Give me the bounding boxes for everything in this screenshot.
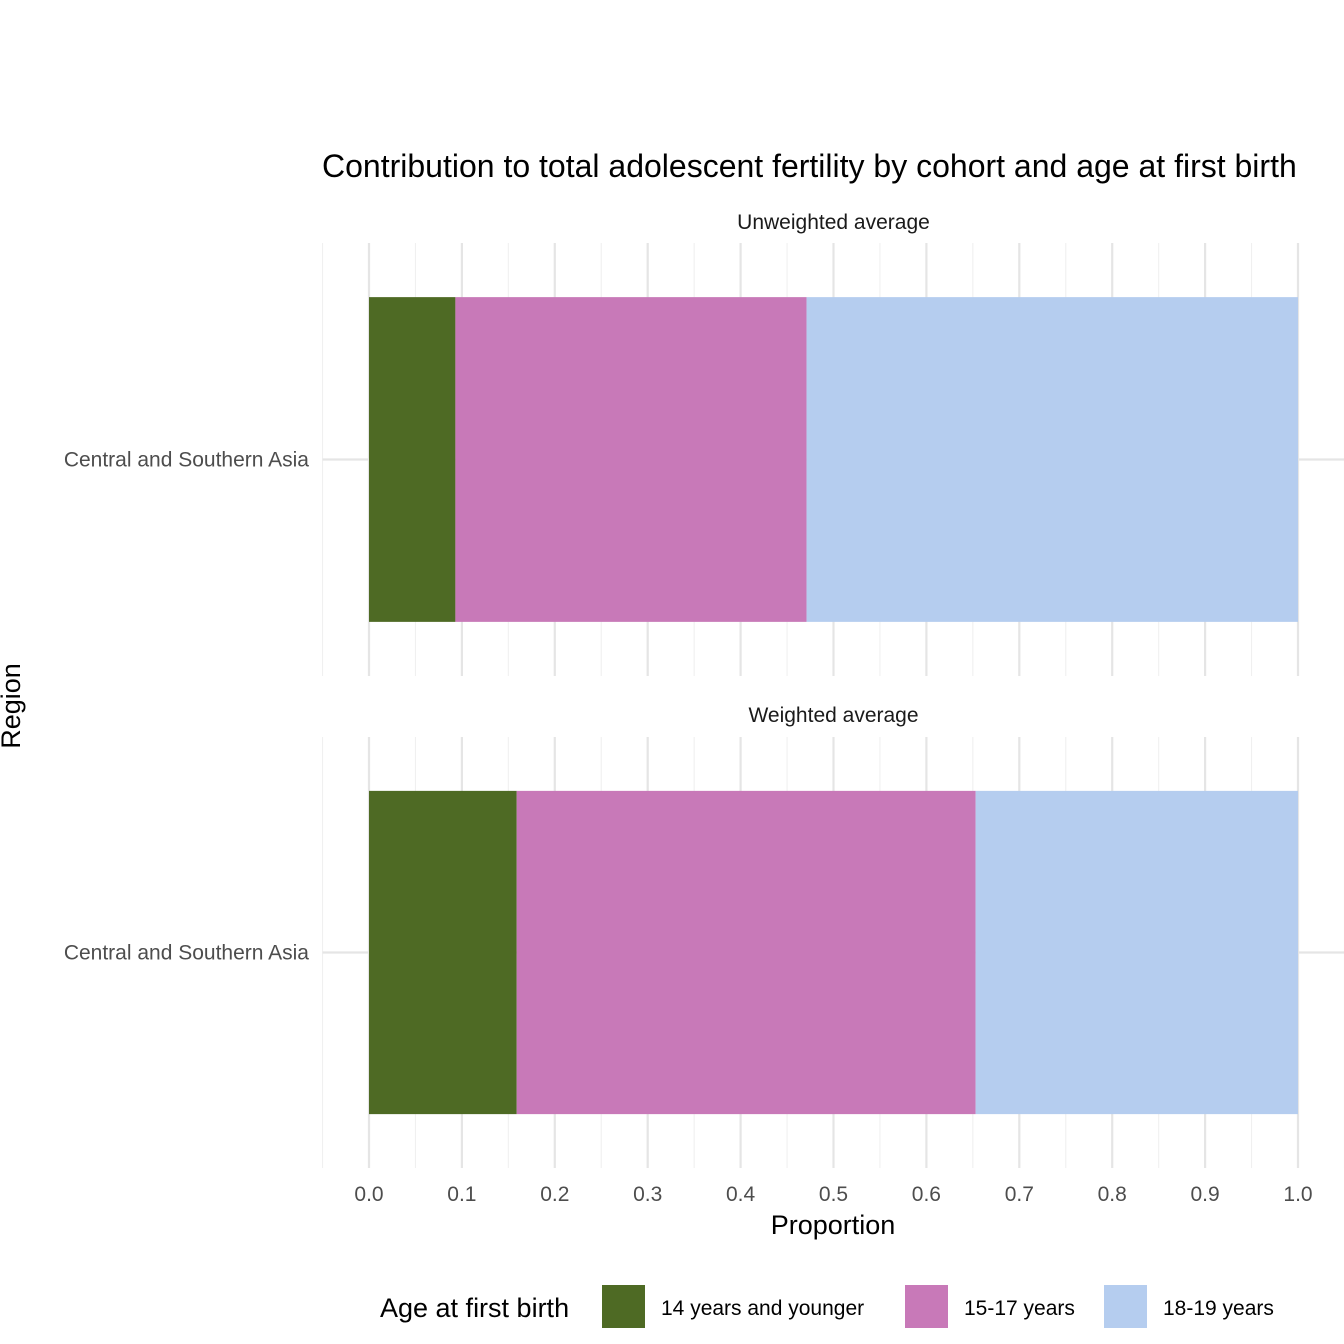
y-tick-label: Central and Southern Asia (64, 449, 309, 472)
x-tick-label: 0.9 (1190, 1183, 1219, 1206)
bar-segment-18-19-years (975, 790, 1298, 1115)
x-tick-label: 0.3 (633, 1183, 662, 1206)
x-tick-label: 0.1 (447, 1183, 476, 1206)
bar-segment-14-years-and-younger (369, 790, 517, 1115)
facet-strip-label: Unweighted average (737, 211, 930, 234)
facet-panels: Unweighted average Central and Southern A… (64, 211, 1344, 1168)
legend-key (905, 1285, 948, 1328)
legend-label: 15-17 years (964, 1297, 1075, 1320)
facet-strip-label: Weighted average (748, 704, 918, 727)
chart-title: Contribution to total adolescent fertili… (322, 148, 1297, 184)
legend-label: 18-19 years (1163, 1297, 1274, 1320)
x-tick-label: 0.2 (540, 1183, 569, 1206)
bar-segment-15-17-years (516, 790, 976, 1115)
legend: Age at first birth 14 years and younger 1… (380, 1285, 1274, 1328)
legend-label: 14 years and younger (661, 1297, 864, 1320)
x-tick-label: 0.6 (912, 1183, 941, 1206)
bar-segment-15-17-years (455, 297, 807, 622)
legend-key (602, 1285, 645, 1328)
bar-segment-14-years-and-younger (369, 297, 456, 622)
x-tick-label: 1.0 (1283, 1183, 1312, 1206)
panel-weighted: Weighted average Central and Southern Asi… (64, 704, 1344, 1168)
x-tick-label: 0.8 (1098, 1183, 1127, 1206)
x-tick-label: 0.7 (1005, 1183, 1034, 1206)
x-tick-label: 0.4 (726, 1183, 756, 1206)
x-tick-label: 0.5 (819, 1183, 848, 1206)
x-axis-ticks: 0.0 0.1 0.2 0.3 0.4 0.5 0.6 0.7 0.8 0.9 1.0 (354, 1183, 1312, 1206)
legend-key (1104, 1285, 1147, 1328)
y-tick-label: Central and Southern Asia (64, 942, 309, 965)
y-axis-label: Region (0, 663, 26, 749)
x-axis-label: Proportion (771, 1210, 896, 1240)
bar-segment-18-19-years (806, 297, 1298, 622)
panel-unweighted: Unweighted average Central and Southern A… (64, 211, 1344, 676)
legend-title: Age at first birth (380, 1293, 569, 1323)
x-tick-label: 0.0 (354, 1183, 383, 1206)
